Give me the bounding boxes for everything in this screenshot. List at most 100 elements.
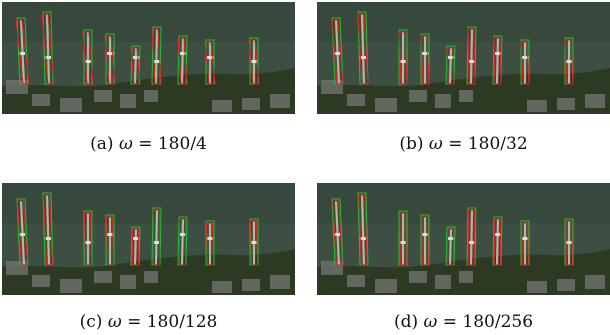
boat bbox=[359, 237, 366, 240]
caption-d: (d) ω = 180/256 bbox=[317, 312, 610, 332]
boat bbox=[333, 52, 340, 55]
boat bbox=[44, 56, 51, 59]
boat bbox=[522, 237, 529, 240]
boat bbox=[400, 60, 407, 63]
house-roof bbox=[585, 94, 605, 108]
predicted-box bbox=[152, 209, 161, 266]
aerial-docks-image-c bbox=[2, 183, 295, 295]
house-roof bbox=[60, 279, 82, 293]
caption-a-label: (a) bbox=[90, 134, 114, 154]
boat bbox=[207, 56, 214, 59]
boat bbox=[154, 241, 161, 244]
predicted-box bbox=[16, 200, 29, 266]
caption-a: (a) ω = 180/4 bbox=[2, 134, 295, 154]
water-shade bbox=[2, 2, 295, 42]
caption-d-label: (d) bbox=[393, 312, 419, 332]
boat bbox=[251, 241, 258, 244]
predicted-box bbox=[42, 194, 54, 266]
dock-pier bbox=[495, 37, 500, 85]
house-roof bbox=[557, 279, 575, 291]
boat bbox=[448, 237, 455, 240]
predicted-box bbox=[467, 28, 476, 85]
house-roof bbox=[459, 90, 473, 102]
predicted-box bbox=[130, 47, 141, 85]
house-roof bbox=[375, 279, 397, 293]
boat bbox=[133, 237, 140, 240]
predicted-box bbox=[178, 218, 187, 266]
caption-b: (b) ω = 180/32 bbox=[317, 134, 610, 154]
panel-d-image bbox=[317, 183, 610, 295]
boat bbox=[180, 52, 187, 55]
boat bbox=[133, 56, 140, 59]
predicted-box bbox=[131, 228, 140, 266]
predicted-box bbox=[521, 222, 529, 266]
dock-pier bbox=[469, 28, 474, 85]
house-roof bbox=[409, 90, 427, 102]
house-roof bbox=[527, 100, 547, 112]
house-roof bbox=[347, 275, 365, 287]
caption-b-expr: = 180/32 bbox=[448, 134, 528, 154]
house-roof bbox=[94, 90, 112, 102]
predicted-box bbox=[446, 228, 455, 266]
predicted-box bbox=[248, 39, 260, 85]
predicted-box bbox=[358, 194, 368, 266]
predicted-box bbox=[83, 212, 93, 266]
predicted-box bbox=[520, 41, 530, 85]
boat bbox=[359, 56, 366, 59]
predicted-box bbox=[332, 200, 343, 266]
predicted-box bbox=[205, 222, 215, 266]
dock-pier bbox=[133, 47, 138, 85]
house-roof bbox=[375, 98, 397, 112]
boat bbox=[469, 60, 476, 63]
predicted-box bbox=[104, 35, 116, 85]
house-roof bbox=[120, 94, 136, 108]
dock-pier bbox=[469, 209, 474, 266]
boat bbox=[18, 52, 25, 55]
house-roof bbox=[212, 100, 232, 112]
boat bbox=[154, 60, 161, 63]
predicted-box bbox=[493, 218, 502, 266]
dock-pier bbox=[495, 218, 500, 266]
boat bbox=[85, 241, 92, 244]
dock-pier bbox=[180, 37, 185, 85]
dock-pier bbox=[360, 194, 366, 266]
house-roof bbox=[32, 94, 50, 106]
caption-d-omega: ω bbox=[423, 312, 438, 332]
house-roof bbox=[60, 98, 82, 112]
dock-pier bbox=[448, 228, 453, 266]
predicted-box bbox=[105, 216, 115, 266]
house-roof bbox=[242, 279, 260, 291]
boat bbox=[469, 241, 476, 244]
caption-c-expr: = 180/128 bbox=[127, 312, 218, 332]
house-roof bbox=[212, 281, 232, 293]
predicted-box bbox=[421, 216, 429, 266]
house-roof bbox=[242, 98, 260, 110]
predicted-box bbox=[467, 209, 476, 266]
boat bbox=[495, 52, 502, 55]
house-roof bbox=[459, 271, 473, 283]
panel-c-image bbox=[2, 183, 295, 295]
panel-b-image bbox=[317, 2, 610, 114]
predicted-box bbox=[177, 37, 188, 85]
water-shade bbox=[317, 2, 610, 42]
predicted-box bbox=[249, 220, 259, 266]
house-roof bbox=[435, 94, 451, 108]
aerial-docks-image-a bbox=[2, 2, 295, 114]
dock-pier bbox=[154, 209, 159, 266]
boat bbox=[400, 241, 407, 244]
caption-a-expr: = 180/4 bbox=[138, 134, 207, 154]
house-roof bbox=[270, 275, 290, 289]
house-roof bbox=[585, 275, 605, 289]
water-shade bbox=[317, 183, 610, 223]
predicted-box bbox=[398, 31, 408, 85]
predicted-box bbox=[204, 41, 216, 85]
boat bbox=[522, 56, 529, 59]
house-roof bbox=[557, 98, 575, 110]
boat bbox=[448, 56, 455, 59]
predicted-box bbox=[15, 19, 30, 85]
house-roof bbox=[270, 94, 290, 108]
predicted-box bbox=[357, 13, 369, 85]
boat bbox=[44, 237, 51, 240]
dock-pier bbox=[45, 194, 51, 266]
predicted-box bbox=[41, 13, 55, 85]
